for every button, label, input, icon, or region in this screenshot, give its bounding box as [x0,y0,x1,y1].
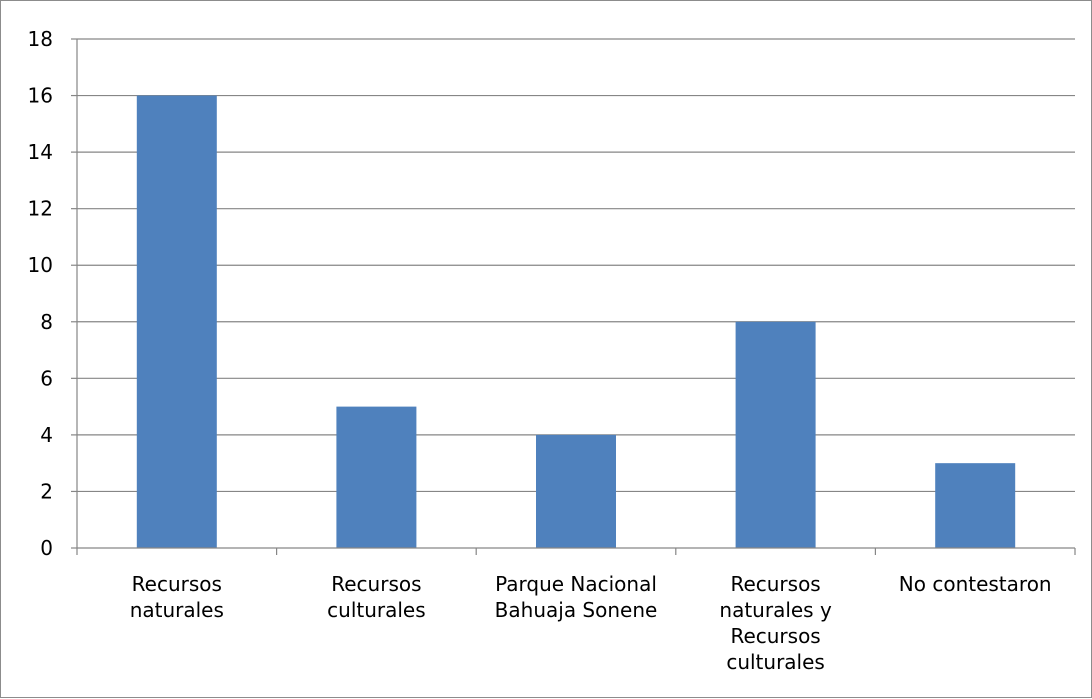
x-category-label-line: culturales [327,598,426,622]
x-category-label: Recursos culturales [327,572,426,622]
y-tick-labels: 0 2 4 6 8 10 12 14 16 18 [28,27,53,560]
y-tick-label: 14 [28,140,53,164]
y-tick-label: 8 [40,310,53,334]
x-category-label-line: Bahuaja Sonene [495,598,658,622]
x-category-label-line: culturales [726,650,825,674]
x-category-label-line: naturales y [719,598,832,622]
bar [735,321,816,548]
y-tick-label: 2 [40,479,53,503]
y-tick-label: 18 [28,27,53,51]
y-tick-label: 6 [40,366,53,390]
bar [935,463,1016,548]
x-category-label-line: Parque Nacional [495,572,657,596]
y-tick-label: 16 [28,84,53,108]
x-category-label: No contestaron [899,572,1052,596]
y-tick-label: 10 [28,253,53,277]
bar [336,406,417,548]
x-category-label-line: Recursos [730,624,820,648]
gridlines [77,38,1075,493]
axes [71,38,1076,555]
y-tick-label: 12 [28,197,53,221]
bars [136,95,1016,549]
x-category-label-line: Recursos [132,572,222,596]
y-tick-label: 0 [40,536,53,560]
x-category-label-line: naturales [130,598,224,622]
x-category-label-line: No contestaron [899,572,1052,596]
x-category-label-line: Recursos [730,572,820,596]
y-tick-label: 4 [40,423,53,447]
x-category-label: Recursos naturales [130,572,224,622]
x-category-label: Recursos naturales y Recursos culturales [719,572,832,674]
x-category-label: Parque Nacional Bahuaja Sonene [495,572,658,622]
x-category-label-line: Recursos [331,572,421,596]
bar [536,434,616,548]
bar [136,95,217,549]
